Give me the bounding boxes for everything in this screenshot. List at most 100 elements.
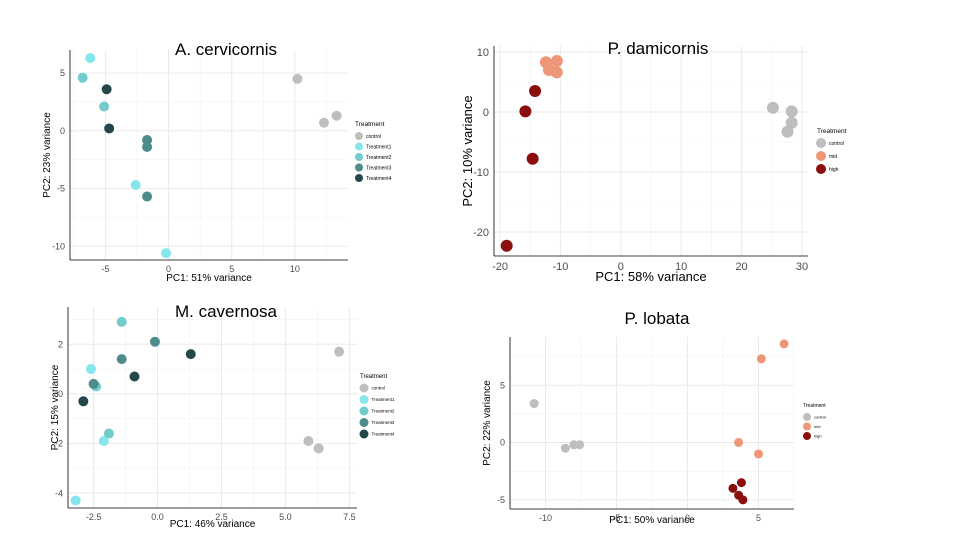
data-point <box>318 117 329 128</box>
data-point <box>738 495 748 505</box>
legend-swatch <box>816 164 826 174</box>
legend-title: Treatment <box>360 374 387 380</box>
legend-swatch <box>803 422 811 431</box>
x-tick-label: 2.5 <box>215 512 228 522</box>
legend-entry: control <box>829 141 844 147</box>
data-point <box>734 437 744 447</box>
legend-swatch <box>355 163 363 172</box>
x-tick-label: -10 <box>552 261 568 273</box>
data-point <box>103 428 114 439</box>
data-point <box>756 354 766 364</box>
legend-title: Treatment <box>817 128 847 135</box>
chart-panel-2: -20 -10 0 10 20 30 -20 -10 0 10 P. damicornis PC1: … <box>460 39 847 284</box>
data-point <box>303 436 314 446</box>
legend: Treatment control Treatment1 Treatment2 Trea… <box>355 121 392 182</box>
x-tick-label: 5 <box>229 264 234 274</box>
data-point <box>560 443 570 453</box>
legend: Treatment control mid high <box>803 403 826 440</box>
legend-swatch <box>816 151 826 161</box>
data-point <box>785 105 798 118</box>
legend-swatch <box>816 138 826 148</box>
data-point <box>142 135 153 145</box>
legend-entry: mid <box>829 154 837 160</box>
y-tick-label: 0 <box>60 126 65 136</box>
legend-entry: Treatment2 <box>366 155 392 161</box>
y-axis-label: PC2: 10% variance <box>460 95 475 206</box>
x-tick-label: 10 <box>675 261 687 273</box>
data-point <box>85 53 96 64</box>
chart-panel-4: -10 -5 0 5 -5 0 5 P. lobata PC1: 50% variance PC2… <box>482 309 826 526</box>
data-point <box>142 141 153 152</box>
data-point <box>500 239 513 252</box>
legend-swatch <box>803 432 811 440</box>
data-point <box>529 85 542 97</box>
data-point <box>766 101 779 114</box>
legend-entry: Treatment1 <box>366 144 392 150</box>
chart-panel-1: -5 0 5 10 -10 -5 0 5 A. cervicornis PC1: 51% vari… <box>42 40 392 284</box>
y-tick-label: 10 <box>477 47 489 59</box>
x-tick-label: -5 <box>612 513 620 523</box>
legend-swatch <box>359 383 369 393</box>
data-point <box>575 440 585 450</box>
y-tick-label: 0 <box>483 107 489 119</box>
data-point <box>292 73 303 84</box>
x-tick-label: 20 <box>735 261 747 273</box>
data-point <box>781 125 794 138</box>
y-axis-label: PC2: 15% variance <box>50 364 61 450</box>
x-axis-label: PC1: 51% variance <box>166 273 252 284</box>
chart-title: P. damicornis <box>608 39 709 58</box>
data-point <box>161 248 172 259</box>
x-tick-label: 10 <box>290 264 300 274</box>
legend-entry: high <box>814 433 822 438</box>
legend-entry: control <box>366 134 381 140</box>
data-point <box>99 101 110 112</box>
x-tick-label: 0 <box>618 261 624 273</box>
y-tick-label: -20 <box>473 227 489 239</box>
x-tick-label: 7.5 <box>343 512 356 522</box>
data-point <box>129 371 140 382</box>
data-point <box>149 336 160 347</box>
legend-swatch <box>355 132 363 140</box>
data-point <box>116 316 127 327</box>
data-point <box>101 84 112 95</box>
data-point <box>142 191 153 202</box>
x-tick-label: 5.0 <box>279 512 292 522</box>
legend-title: Treatment <box>355 121 385 128</box>
legend-entry: mid <box>814 424 820 429</box>
legend-swatch <box>359 406 369 416</box>
data-point <box>526 152 539 165</box>
legend-entry: Treatment3 <box>366 165 392 171</box>
data-point <box>736 478 746 488</box>
x-tick-label: -5 <box>101 264 109 274</box>
data-point <box>334 346 345 357</box>
data-point <box>116 354 127 365</box>
y-tick-label: 5 <box>60 68 65 78</box>
chart-title: M. cavernosa <box>175 302 278 321</box>
data-point <box>86 364 97 375</box>
x-tick-label: 0 <box>166 264 171 274</box>
y-tick-label: -10 <box>473 167 489 179</box>
legend: Treatment control Treatment1 Treatment2 Trea… <box>359 374 395 439</box>
legend-swatch <box>803 413 811 421</box>
x-axis-label: PC1: 50% variance <box>609 515 695 526</box>
legend-entry: Treatment1 <box>372 397 395 402</box>
y-tick-label: 0 <box>58 389 63 399</box>
legend-entry: Treatment2 <box>372 409 395 414</box>
chart-title: A. cervicornis <box>175 40 277 59</box>
legend-swatch <box>355 142 363 151</box>
legend-entry: high <box>829 167 839 173</box>
data-point <box>785 116 798 129</box>
legend-entry: Treatment4 <box>366 176 392 182</box>
y-tick-label: 5 <box>500 380 505 390</box>
x-tick-label: -20 <box>492 261 508 273</box>
data-point <box>185 349 196 360</box>
x-tick-label: -10 <box>539 513 552 523</box>
y-axis-label: PC2: 22% variance <box>482 380 493 466</box>
y-tick-label: -10 <box>52 241 65 251</box>
y-tick-label: 2 <box>58 339 63 349</box>
data-point <box>104 123 115 134</box>
x-tick-label: 5 <box>756 513 761 523</box>
x-axis-label: PC1: 58% variance <box>595 269 706 284</box>
legend-swatch <box>359 418 369 427</box>
